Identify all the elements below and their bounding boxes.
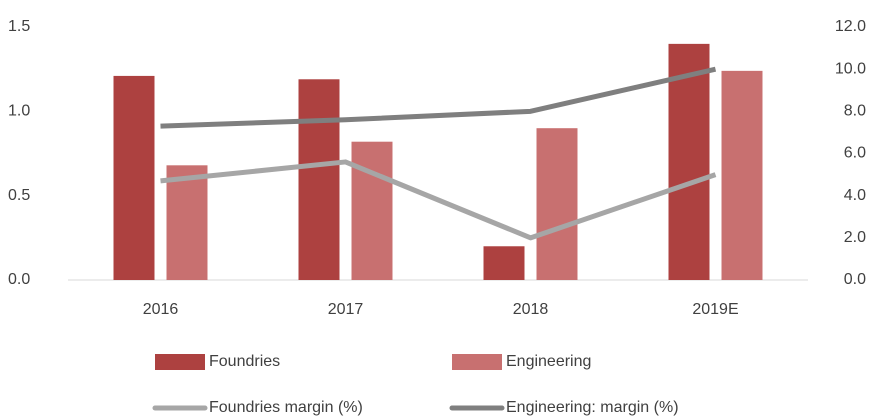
y2-tick-label: 12.0 bbox=[835, 18, 866, 35]
y2-tick-label: 6.0 bbox=[844, 145, 866, 162]
y-tick-label: 1.0 bbox=[8, 103, 30, 120]
legend-swatch bbox=[452, 354, 502, 370]
bar bbox=[166, 165, 208, 280]
y-tick-label: 1.5 bbox=[8, 18, 30, 35]
legend-label: Foundries bbox=[209, 353, 280, 370]
y2-tick-label: 10.0 bbox=[835, 60, 866, 77]
y2-tick-label: 4.0 bbox=[844, 187, 866, 204]
y-tick-label: 0.5 bbox=[8, 187, 30, 204]
line bbox=[160, 159, 717, 241]
bar bbox=[298, 79, 340, 280]
bar bbox=[483, 246, 525, 280]
y-tick-label: 0.0 bbox=[8, 271, 30, 288]
legend-swatch bbox=[155, 354, 205, 370]
y2-tick-label: 0.0 bbox=[844, 271, 866, 288]
bar bbox=[113, 75, 155, 280]
bar bbox=[668, 43, 710, 280]
x-tick-label: 2016 bbox=[143, 301, 179, 318]
legend-label: Engineering: margin (%) bbox=[506, 399, 679, 416]
line bbox=[160, 66, 717, 129]
y2-tick-label: 8.0 bbox=[844, 103, 866, 120]
bar bbox=[351, 141, 393, 280]
bar bbox=[721, 70, 763, 280]
y2-tick-label: 2.0 bbox=[844, 229, 866, 246]
x-tick-label: 2019E bbox=[692, 301, 738, 318]
x-tick-label: 2017 bbox=[328, 301, 364, 318]
bar bbox=[536, 128, 578, 280]
legend-label: Foundries margin (%) bbox=[209, 399, 363, 416]
x-tick-label: 2018 bbox=[513, 301, 549, 318]
legend-label: Engineering bbox=[506, 353, 591, 370]
